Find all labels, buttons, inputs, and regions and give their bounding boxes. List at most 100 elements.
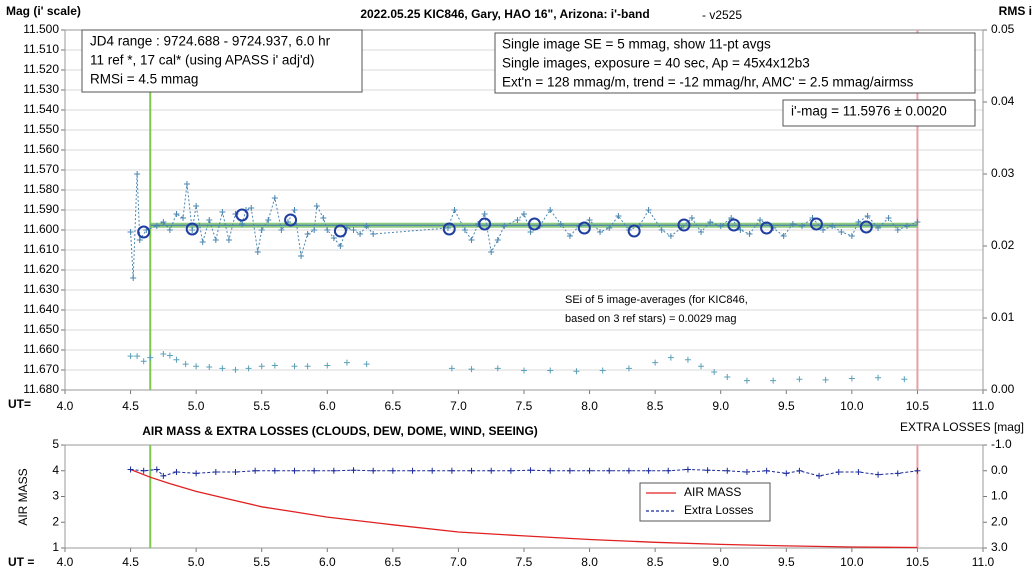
point <box>134 171 141 177</box>
point <box>311 467 318 474</box>
y2-tick-label: 2.0 <box>991 514 1008 528</box>
avg-point <box>577 221 591 235</box>
point <box>199 239 206 245</box>
point <box>337 243 344 249</box>
point <box>206 217 213 223</box>
y2-tick-label: 1.0 <box>991 489 1008 503</box>
point <box>848 375 855 382</box>
point <box>566 467 573 474</box>
point <box>160 472 167 479</box>
x-tick-label: 10.0 <box>840 555 864 569</box>
point <box>494 237 501 243</box>
point <box>147 354 154 361</box>
point <box>304 363 311 370</box>
point <box>182 361 189 368</box>
point <box>153 466 160 473</box>
point <box>232 469 239 476</box>
point <box>698 363 705 370</box>
point <box>451 207 458 213</box>
point <box>189 227 196 233</box>
y2-tick-label: 0.05 <box>991 22 1015 36</box>
avg-point <box>478 217 492 231</box>
point <box>711 369 718 375</box>
y-tick-label: 11.580 <box>23 182 59 196</box>
point <box>219 365 226 372</box>
x-tick-label: 9.5 <box>778 555 795 569</box>
avg-point <box>333 224 347 238</box>
note-box <box>494 32 976 94</box>
y2-tick-label: -1.0 <box>991 437 1012 451</box>
point <box>625 365 632 372</box>
point <box>127 466 134 473</box>
point <box>835 469 842 476</box>
y2-tick-label: 0.02 <box>991 238 1015 252</box>
y-axis-label: AIR MASS <box>16 468 30 525</box>
point <box>645 207 652 213</box>
x-tick-label: 9.0 <box>712 555 729 569</box>
point <box>521 367 527 374</box>
point <box>357 231 364 237</box>
note-text: SEi of 5 image-averages (for KIC846, <box>565 294 748 306</box>
point <box>885 215 892 221</box>
x-axis-label: UT = <box>8 555 34 569</box>
point <box>914 219 921 225</box>
point <box>557 221 564 227</box>
avg-point <box>627 224 641 238</box>
point <box>173 211 180 217</box>
point <box>193 363 200 370</box>
x-tick-label: 8.5 <box>647 399 664 413</box>
point <box>271 195 278 201</box>
point <box>291 363 298 370</box>
point <box>796 376 803 383</box>
y-tick-label: 11.610 <box>23 242 59 256</box>
legend-label: Extra Losses <box>684 503 753 517</box>
x-tick-label: 5.5 <box>253 399 270 413</box>
y2-tick-label: 0.0 <box>991 463 1008 477</box>
y-tick-label: 4 <box>52 463 59 477</box>
point <box>468 467 475 474</box>
y-tick-label: 11.540 <box>23 102 59 116</box>
point <box>254 249 261 255</box>
subtitle: - v2525 <box>702 8 742 22</box>
y-tick-label: 11.630 <box>23 282 59 296</box>
point <box>140 358 147 365</box>
y-axis-label: Mag (i' scale) <box>6 4 81 18</box>
point <box>409 467 416 474</box>
point <box>166 352 173 359</box>
point <box>838 229 845 235</box>
y2-tick-label: 0.03 <box>991 166 1015 180</box>
point <box>153 223 160 229</box>
x-tick-label: 10.0 <box>840 399 864 413</box>
y2-axis-label: EXTRA LOSSES [mag] <box>900 420 1024 434</box>
point <box>829 223 836 229</box>
avg-point <box>137 225 151 239</box>
point <box>127 353 134 360</box>
point <box>770 377 777 384</box>
avg-point <box>809 217 823 231</box>
point <box>166 227 173 233</box>
x-tick-label: 8.0 <box>581 399 598 413</box>
point <box>248 205 255 211</box>
point <box>173 469 180 476</box>
x-tick-label: 8.0 <box>581 555 598 569</box>
y-tick-label: 11.620 <box>23 262 59 276</box>
point <box>245 365 252 372</box>
point <box>501 223 508 229</box>
point <box>789 221 796 227</box>
x-tick-label: 6.0 <box>319 399 336 413</box>
y-tick-label: 5 <box>52 437 59 451</box>
y-tick-label: 11.590 <box>23 202 59 216</box>
point <box>737 227 744 233</box>
y-tick-label: 11.570 <box>23 162 59 176</box>
point <box>573 368 580 375</box>
x-tick-label: 4.5 <box>122 399 139 413</box>
y-tick-label: 11.520 <box>23 62 59 76</box>
x-tick-label: 6.5 <box>385 555 402 569</box>
x-axis-label: UT= <box>8 397 31 411</box>
point <box>799 223 806 229</box>
point <box>717 223 724 229</box>
point <box>688 215 695 221</box>
series-line <box>130 468 918 549</box>
legend-label: AIR MASS <box>684 485 741 499</box>
